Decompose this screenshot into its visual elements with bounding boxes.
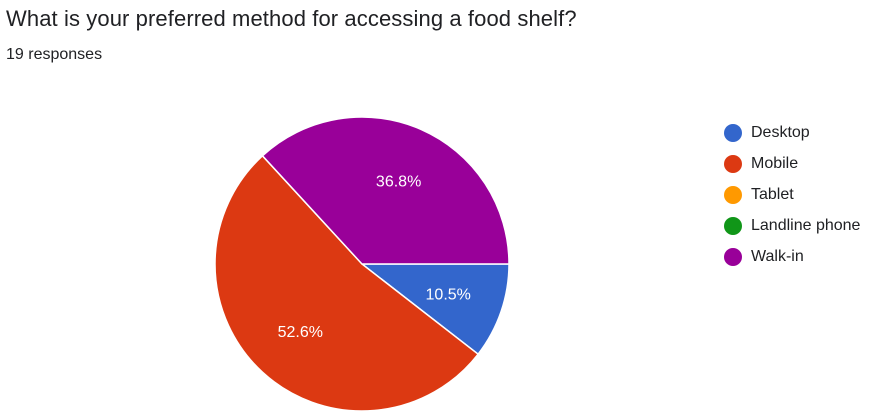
legend-label: Tablet	[751, 185, 794, 203]
legend-label: Landline phone	[751, 216, 861, 234]
legend-dot-icon	[724, 247, 742, 266]
legend-dot-icon	[724, 123, 742, 142]
legend-item-landline-phone[interactable]: Landline phone	[724, 210, 860, 241]
response-count: 19 responses	[6, 46, 103, 63]
legend-item-desktop[interactable]: Desktop	[724, 117, 860, 148]
slice-label-walk-in: 36.8%	[376, 174, 421, 191]
pie-slices	[214, 116, 510, 412]
slice-label-mobile: 52.6%	[278, 324, 323, 341]
legend-label: Desktop	[751, 123, 810, 141]
pie-slice-mobile	[214, 154, 480, 412]
legend-item-walk-in[interactable]: Walk-in	[724, 241, 860, 272]
legend-label: Mobile	[751, 154, 799, 172]
question-title: What is your preferred method for access…	[6, 6, 577, 31]
pie-slice-walk-in	[261, 116, 510, 265]
legend-dot-icon	[724, 216, 742, 235]
legend-item-mobile[interactable]: Mobile	[724, 148, 860, 179]
legend-label: Walk-in	[751, 247, 804, 265]
legend-item-tablet[interactable]: Tablet	[724, 179, 860, 210]
pie-slice-desktop	[359, 263, 510, 356]
legend-dot-icon	[724, 185, 742, 204]
chart-legend: Desktop Mobile Tablet Landline phone Walk-in	[724, 117, 860, 272]
pie-labels: 10.5% 52.6% 36.8%	[278, 174, 471, 342]
legend-dot-icon	[724, 154, 742, 173]
slice-label-desktop: 10.5%	[426, 287, 471, 304]
